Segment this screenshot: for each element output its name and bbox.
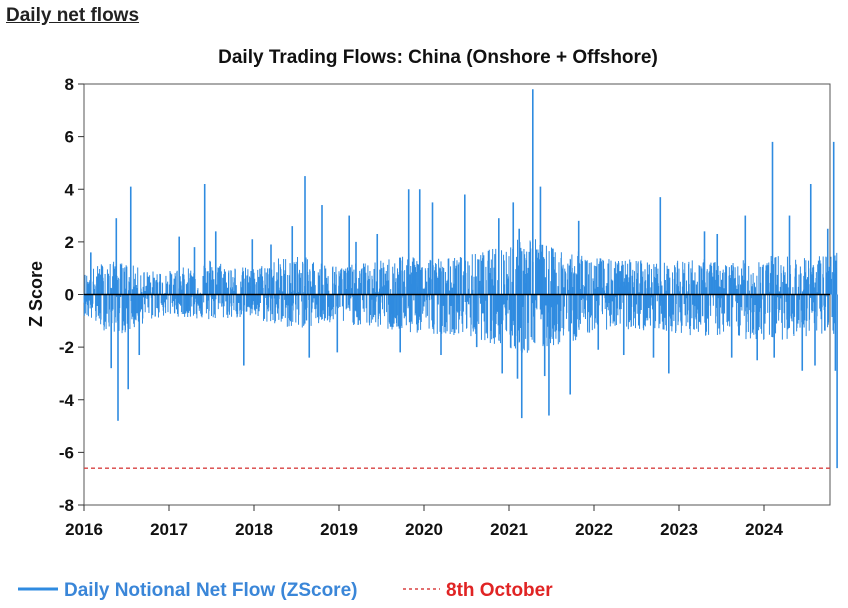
- series-flow: [83, 89, 838, 469]
- legend: Daily Notional Net Flow (ZScore) 8th Oct…: [18, 580, 553, 601]
- y-axis: 8 6 4 2 0 -2 -4 -6 -8: [59, 75, 84, 515]
- y-axis-label: Z Score: [26, 261, 46, 327]
- series-flow-line: [83, 239, 838, 353]
- x-tick-label: 2018: [235, 520, 273, 539]
- legend-label-reference: 8th October: [446, 580, 553, 601]
- x-tick-label: 2024: [745, 520, 783, 539]
- y-tick-label: 8: [65, 75, 74, 94]
- chart-title: Daily Trading Flows: China (Onshore + Of…: [218, 47, 658, 68]
- y-tick-label: 4: [65, 180, 75, 199]
- y-tick-label: -2: [59, 338, 74, 357]
- daily-net-flows-link[interactable]: Daily net flows: [6, 5, 140, 26]
- y-tick-label: 2: [65, 233, 74, 252]
- x-tick-label: 2016: [65, 520, 103, 539]
- y-tick-label: -6: [59, 443, 74, 462]
- y-tick-label: 6: [65, 128, 74, 147]
- x-axis: 2016 2017 2018 2019 2020 2021 2022 2023 2024: [65, 505, 783, 539]
- y-tick-label: -8: [59, 496, 74, 515]
- x-tick-label: 2022: [575, 520, 613, 539]
- x-tick-label: 2020: [405, 520, 443, 539]
- y-tick-label: -4: [59, 391, 75, 410]
- x-tick-label: 2021: [490, 520, 528, 539]
- x-tick-label: 2019: [320, 520, 358, 539]
- x-tick-label: 2023: [660, 520, 698, 539]
- y-tick-label: 0: [65, 286, 74, 305]
- legend-label-flow: Daily Notional Net Flow (ZScore): [64, 580, 357, 601]
- x-tick-label: 2017: [150, 520, 188, 539]
